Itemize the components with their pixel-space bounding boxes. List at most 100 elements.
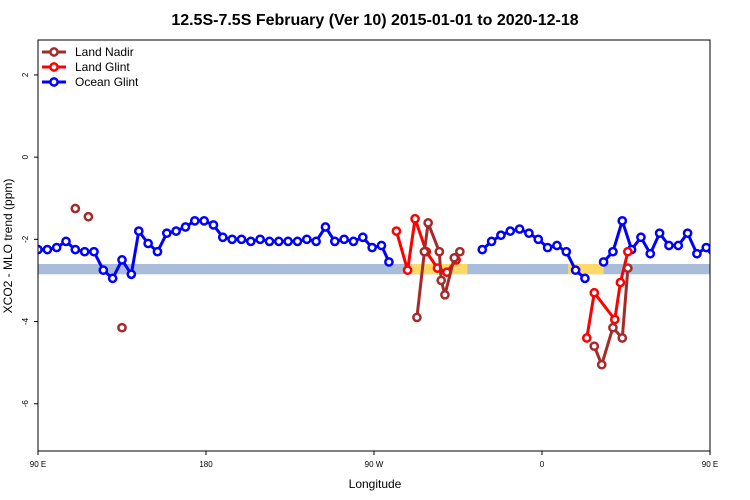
ocean-glint-point xyxy=(180,222,191,232)
land-glint-point xyxy=(615,277,626,288)
ocean-glint-point xyxy=(245,236,256,247)
land-nadir-point xyxy=(436,275,447,286)
ocean-glint-point xyxy=(79,246,90,257)
y-tick-label: 0 xyxy=(21,154,30,159)
x-axis-label: Longitude xyxy=(349,477,402,491)
ocean-glint-point xyxy=(311,236,321,247)
ocean-glint-point xyxy=(682,228,693,239)
legend-marker-land-nadir xyxy=(49,47,59,57)
ocean-glint-point xyxy=(542,242,553,253)
ocean-glint-point xyxy=(367,242,377,253)
land-nadir-point xyxy=(434,246,445,257)
legend-marker-land-glint xyxy=(49,62,59,72)
land-nadir-point xyxy=(731,213,738,220)
ocean-glint-point xyxy=(152,246,163,257)
ocean-glint-point xyxy=(329,236,340,247)
ocean-glint-point xyxy=(496,230,506,241)
ocean-glint-point xyxy=(570,265,581,276)
land-nadir-point xyxy=(440,289,450,300)
land-nadir-point xyxy=(623,263,633,273)
ocean-glint-point xyxy=(264,236,275,247)
land-nadir-point xyxy=(412,312,422,323)
x-tick-label: 90 E xyxy=(30,460,46,469)
ocean-glint-point xyxy=(61,236,71,247)
ocean-glint-point xyxy=(117,255,127,265)
x-tick-label: 90 W xyxy=(365,460,384,469)
axis-ticks: 90 E 180 90 W 0 90 E 2 0 -2 -4 -6 xyxy=(21,72,718,469)
ocean-glint-point xyxy=(236,234,247,245)
ocean-glint-point xyxy=(301,234,312,245)
legend-label-land-nadir: Land Nadir xyxy=(75,45,134,59)
ocean-glint-point xyxy=(273,236,284,247)
x-tick-label: 0 xyxy=(540,460,545,469)
ocean-glint-point xyxy=(608,246,618,257)
ocean-glint-point xyxy=(505,226,516,236)
ocean-glint-point xyxy=(477,244,488,255)
y-tick-label: -4 xyxy=(21,317,30,325)
land-glint-point xyxy=(623,246,633,257)
ocean-glint-point xyxy=(126,269,137,280)
ocean-glint-point xyxy=(729,248,736,255)
ocean-glint-point xyxy=(384,257,394,267)
chart-title: 12.5S-7.5S February (Ver 10) 2015-01-01 … xyxy=(171,12,578,29)
legend-label-land-glint: Land Glint xyxy=(75,60,130,74)
ocean-glint-point xyxy=(486,236,497,247)
ocean-glint-point xyxy=(320,222,331,232)
x-tick-label: 180 xyxy=(199,460,213,469)
ocean-glint-point xyxy=(255,234,265,245)
x-tick-label: 90 E xyxy=(702,460,718,469)
ocean-glint-point xyxy=(552,240,562,251)
y-tick-label: 2 xyxy=(21,72,30,77)
ocean-glint-point xyxy=(561,246,572,257)
land-nadir-point xyxy=(455,246,465,257)
land-glint-point xyxy=(609,314,620,325)
land-nadir-point xyxy=(596,359,607,370)
ocean-glint-point xyxy=(107,273,118,284)
land-glint-point xyxy=(581,333,592,343)
ocean-glint-point xyxy=(580,273,590,284)
ocean-glint-point xyxy=(199,215,209,226)
ocean-glint-point xyxy=(348,236,359,247)
land-nadir-point xyxy=(423,218,433,228)
land-nadir-point xyxy=(617,333,628,343)
ocean-glint-point xyxy=(189,215,200,226)
ocean-glint-point xyxy=(208,220,219,230)
y-tick-label: -6 xyxy=(21,400,30,408)
ocean-glint-point xyxy=(673,240,684,251)
y-tick-label: -2 xyxy=(21,235,30,243)
ocean-glint-point xyxy=(161,228,172,239)
land-glint-point xyxy=(589,287,600,298)
land-nadir-point xyxy=(449,252,460,263)
land-glint-point xyxy=(410,213,420,224)
ocean-glint-point xyxy=(89,246,99,257)
ocean-glint-point xyxy=(712,256,719,263)
land-nadir-point xyxy=(589,341,600,352)
ocean-glint-point xyxy=(719,248,726,255)
ocean-glint-point xyxy=(292,236,303,247)
ocean-glint-point xyxy=(171,226,181,236)
y-axis-label: XCO2 - MLO trend (ppm) xyxy=(1,179,15,314)
ocean-glint-point xyxy=(533,234,544,245)
ocean-glint-point xyxy=(598,257,609,267)
band-highlight xyxy=(568,263,604,275)
ocean-glint-point xyxy=(98,265,109,276)
land-glint-point xyxy=(391,226,402,236)
ocean-glint-point xyxy=(701,242,710,253)
ocean-glint-point xyxy=(376,240,387,251)
ocean-glint-point xyxy=(143,238,153,249)
ocean-glint-point xyxy=(357,232,368,243)
ocean-glint-point xyxy=(636,232,646,243)
ocean-glint-point xyxy=(283,236,293,247)
ocean-glint-point xyxy=(51,242,62,253)
ocean-glint-point xyxy=(645,248,656,259)
ocean-glint-point xyxy=(617,215,628,226)
land-nadir-point xyxy=(419,246,430,257)
land-nadir-point xyxy=(70,203,81,214)
ocean-glint-point xyxy=(692,248,702,259)
plot-area xyxy=(38,203,738,370)
land-nadir-point xyxy=(719,205,726,212)
ocean-glint-point xyxy=(227,234,237,245)
ocean-glint-point xyxy=(524,228,534,239)
